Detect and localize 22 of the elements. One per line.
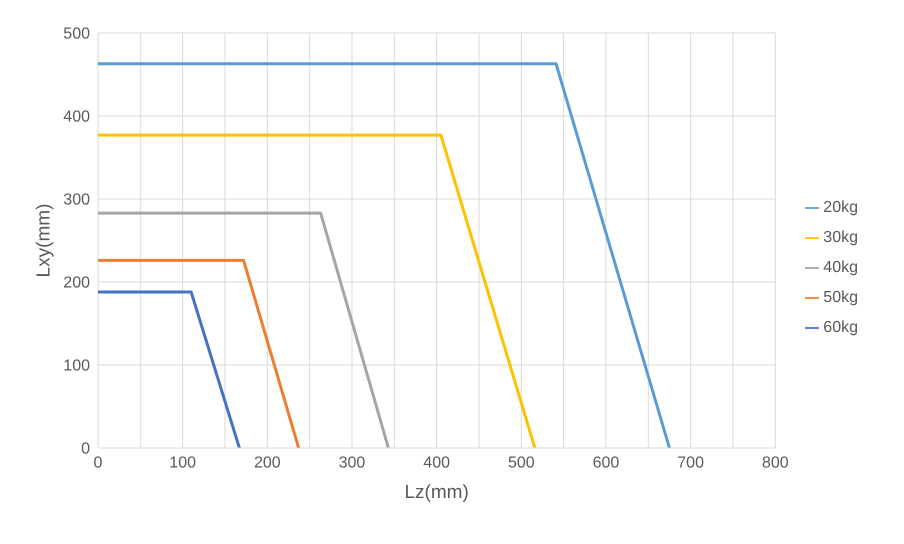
y-tick-label: 500 [63, 26, 90, 43]
legend-label: 50kg [823, 289, 858, 306]
x-axis-title: Lz(mm) [404, 482, 469, 503]
x-tick-label: 600 [592, 454, 620, 472]
x-tick-label: 400 [423, 454, 450, 472]
legend-label: 60kg [823, 319, 858, 336]
x-tick-label: 800 [762, 454, 789, 472]
legend-label: 30kg [823, 229, 858, 246]
y-tick-label: 100 [63, 358, 90, 375]
x-tick-label: 200 [254, 454, 281, 472]
legend-label: 40kg [823, 259, 858, 276]
x-tick-label: 700 [677, 454, 704, 472]
x-tick-label: 300 [338, 454, 366, 472]
x-tick-label: 0 [94, 454, 103, 472]
y-tick-label: 400 [63, 108, 90, 126]
y-tick-label: 200 [63, 274, 90, 292]
x-tick-label: 100 [169, 454, 196, 472]
legend-label: 20kg [823, 199, 858, 216]
y-tick-label: 300 [63, 192, 90, 209]
y-axis-title: Lxy(mm) [34, 204, 55, 278]
x-tick-label: 500 [508, 454, 535, 472]
y-tick-label: 0 [81, 440, 90, 458]
